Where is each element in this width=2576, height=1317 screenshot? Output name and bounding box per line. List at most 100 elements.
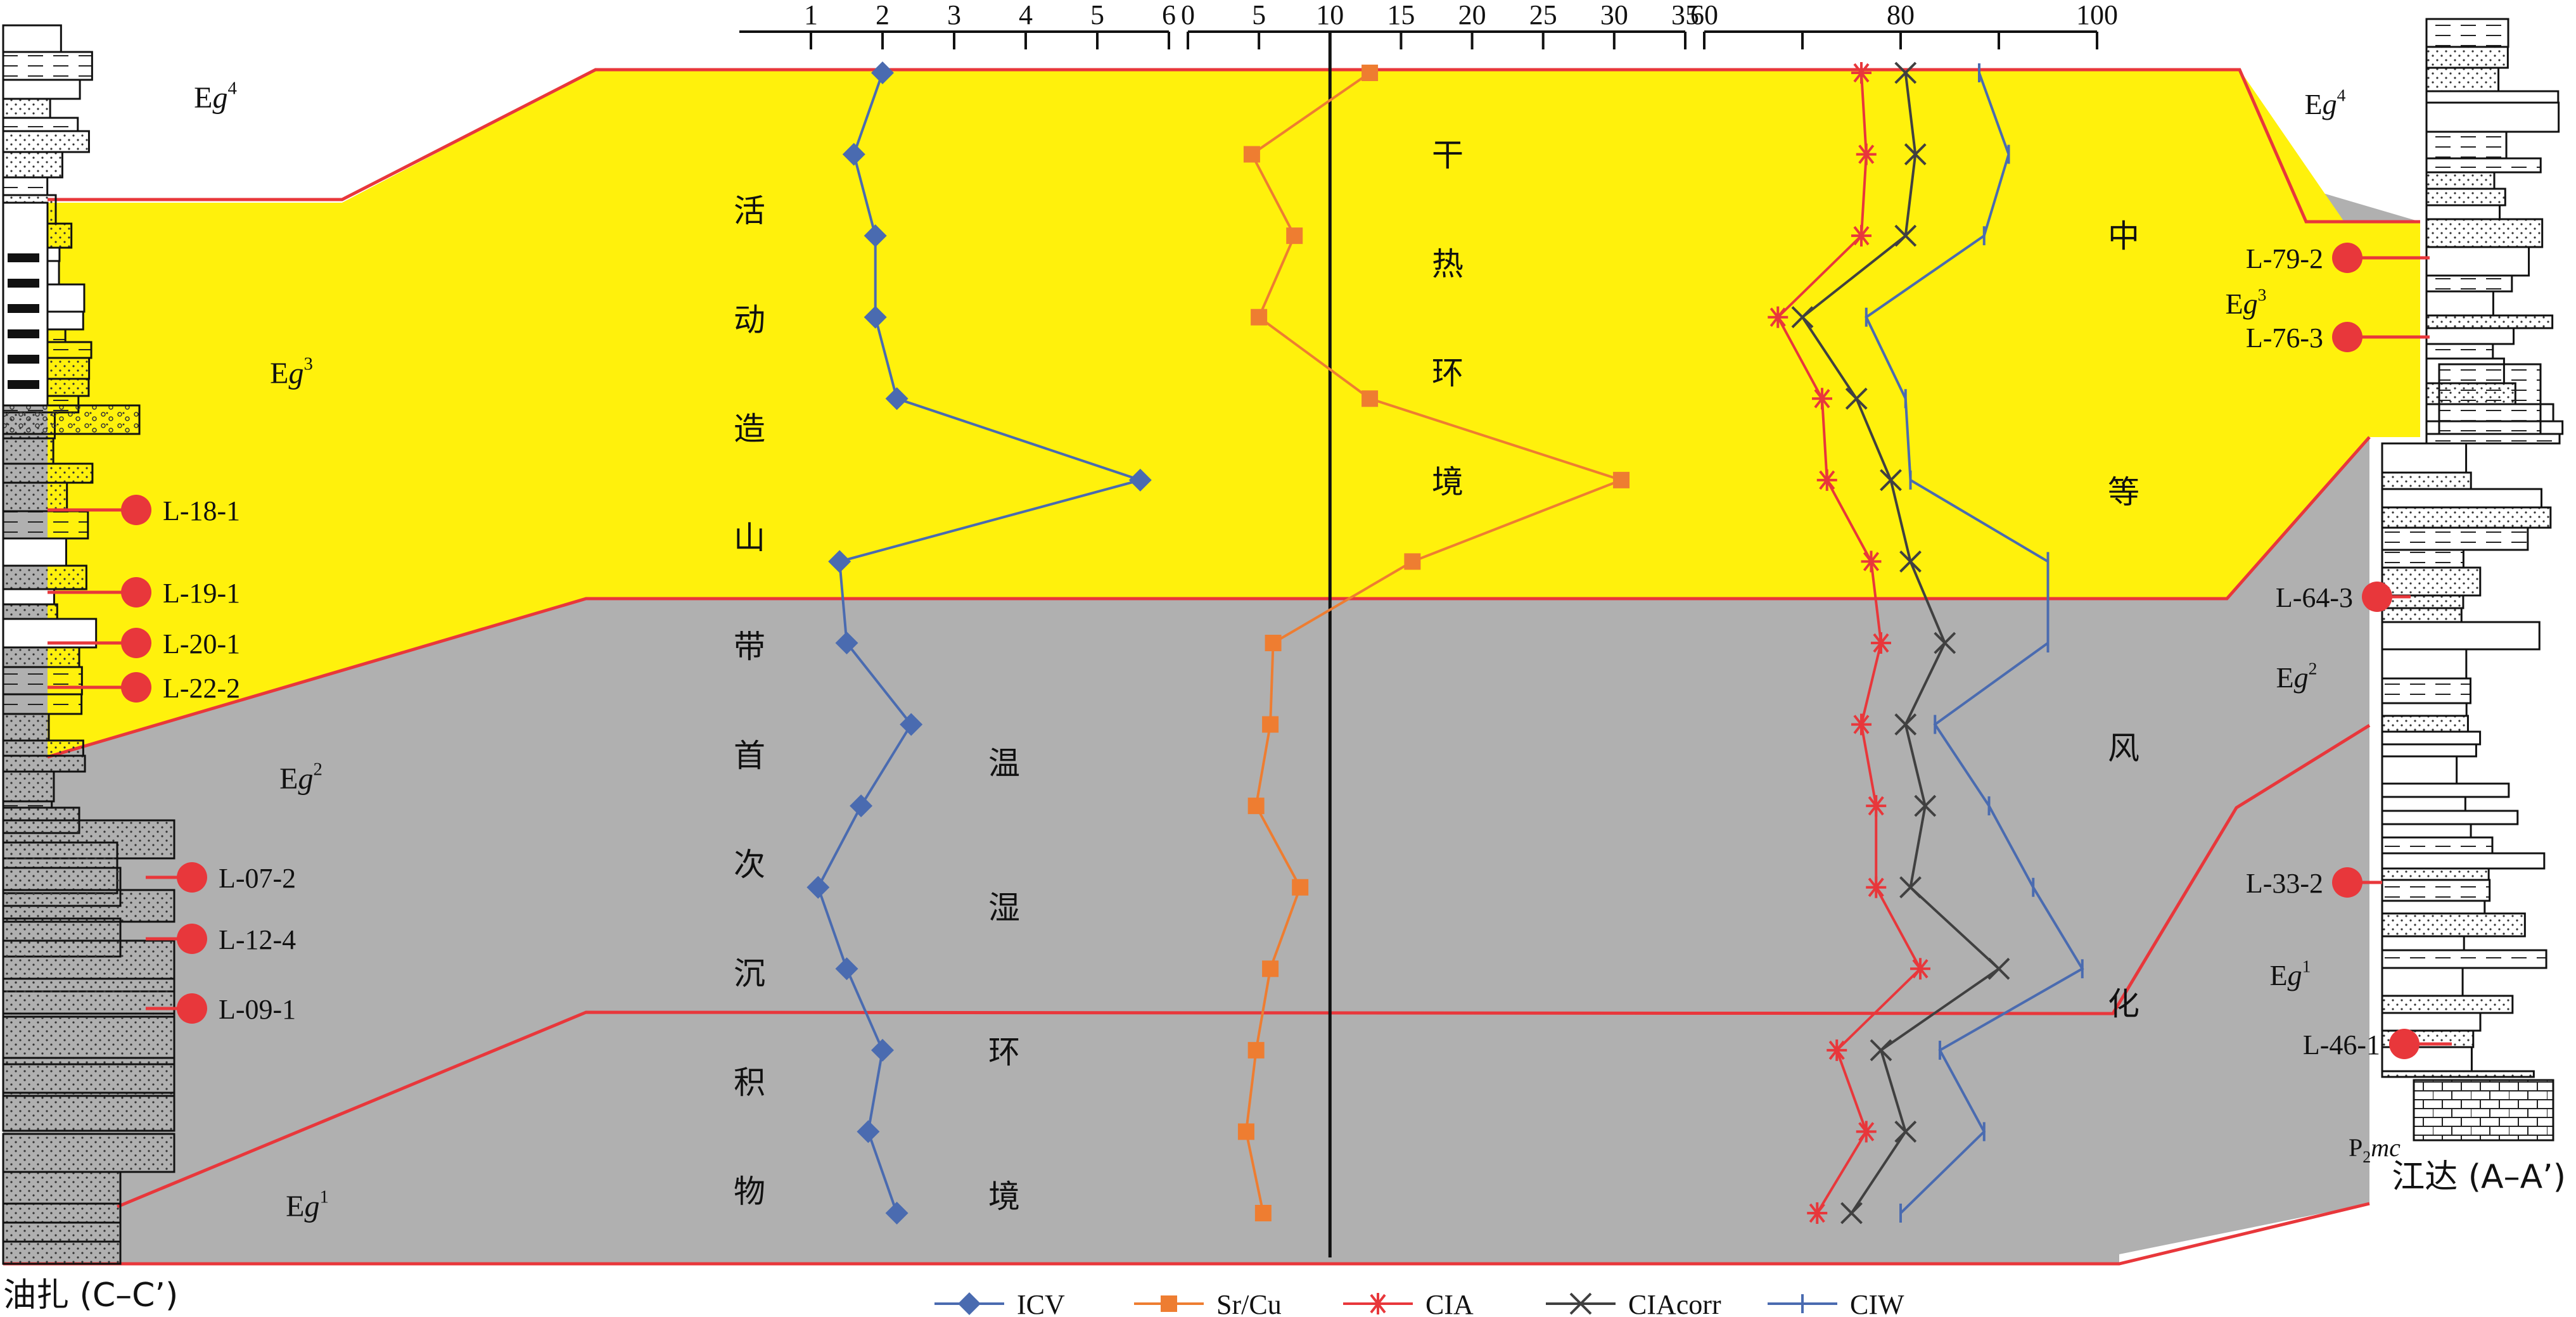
- left-column-lower: [2, 806, 175, 1265]
- lithology-bed: [2, 176, 49, 196]
- lithology-bed: [2381, 1070, 2535, 1078]
- data-point: [1247, 1041, 1265, 1059]
- lithology-bed: [2381, 471, 2472, 490]
- data-point: [1840, 1202, 1863, 1225]
- sample-dot: [2362, 582, 2392, 612]
- marker-stroke: [1894, 713, 1917, 735]
- zone-label-tectonic: 动: [734, 302, 765, 338]
- data-point: [1265, 635, 1282, 651]
- coal-bed: [8, 253, 39, 262]
- lithology-bed: [2, 713, 50, 742]
- lithology-bed: [2381, 967, 2464, 997]
- data-point: [1237, 1123, 1254, 1140]
- marker-stroke: [1880, 469, 1902, 492]
- series-ciacorr: [1791, 61, 2010, 1225]
- data-point: [1286, 227, 1303, 245]
- lithology-bed: [2425, 290, 2494, 317]
- sample-dot: [121, 495, 151, 525]
- tick-label: 5: [1090, 0, 1104, 30]
- tick-label: 10: [1316, 0, 1344, 30]
- sample-dot: [121, 577, 151, 608]
- lithology-bed: [2, 1240, 122, 1265]
- stage-label-right: Eg3: [2226, 284, 2267, 320]
- zone-label-tectonic: 带: [734, 628, 765, 665]
- lithology-bed: [2425, 314, 2554, 329]
- sample-label: L-12-4: [219, 924, 296, 955]
- data-point: [1870, 1039, 1892, 1062]
- lithology-bed: [2381, 743, 2477, 758]
- zone-label-dry-hot: 热: [1432, 246, 1463, 283]
- sample-label: L-07-2: [219, 863, 296, 894]
- lithology-bed: [2, 1091, 175, 1132]
- marker-stroke: [1791, 306, 1814, 329]
- sample-label: L-64-3: [2276, 582, 2353, 613]
- marker-stroke: [1899, 550, 1922, 573]
- tick-label: 0: [1181, 0, 1195, 30]
- mask-bottom-right: [2119, 1204, 2369, 1317]
- sample-marker-left: L-22-2: [48, 672, 240, 704]
- sample-marker-right: L-46-1: [2303, 1029, 2452, 1060]
- axis-weathering: 60 80 100: [1690, 0, 2118, 49]
- coal-bed: [8, 380, 39, 389]
- data-series: [807, 61, 2084, 1225]
- data-point: [885, 1202, 909, 1225]
- tick-label: 30: [1600, 0, 1628, 30]
- marker-stroke: [1894, 224, 1917, 247]
- lithology-bed: [2425, 101, 2560, 133]
- lithology-bed: [2, 603, 58, 620]
- legend-label: CIW: [1850, 1289, 1904, 1317]
- section-title-right: 江达 (A–A’): [2392, 1158, 2566, 1196]
- data-point: [1368, 1293, 1388, 1314]
- sample-label: L-18-1: [163, 495, 240, 526]
- zone-label-dry-hot: 干: [1432, 137, 1463, 174]
- lithology-bed: [2381, 677, 2471, 704]
- lithology-bed: [2, 98, 51, 119]
- sample-label: L-22-2: [163, 673, 240, 704]
- lithology-bed: [2425, 46, 2509, 69]
- data-point: [1861, 550, 1882, 573]
- boundary-eg4-eg3: [48, 68, 2420, 224]
- tick-label: 60: [1690, 0, 1718, 30]
- tick-label: 35: [1671, 0, 1699, 30]
- data-point: [1361, 65, 1379, 81]
- data-point: [1851, 713, 1871, 735]
- data-point: [1128, 468, 1152, 492]
- data-point: [1807, 1202, 1828, 1224]
- coal-bed: [8, 355, 39, 364]
- zone-label-tectonic: 造: [734, 410, 765, 447]
- lithology-bed: [2381, 715, 2469, 733]
- sample-dot: [2332, 322, 2362, 352]
- sample-label: L-33-2: [2246, 868, 2323, 899]
- lithology-bed: [2381, 782, 2510, 798]
- lithology-bed: [2381, 526, 2529, 551]
- marker-stroke: [1840, 1202, 1863, 1225]
- lithology-bed: [2, 437, 54, 465]
- sample-label: L-09-1: [219, 994, 296, 1025]
- lithology-bed: [2, 564, 87, 590]
- tick-label: 3: [947, 0, 961, 30]
- stage-label-right: Eg2: [2276, 658, 2318, 694]
- data-point: [958, 1292, 981, 1315]
- data-point: [1851, 62, 1871, 84]
- lithology-bed: [2, 693, 83, 715]
- lithology-bed: [2, 51, 93, 81]
- legend-item: CIW: [1768, 1289, 1904, 1317]
- marker-stroke: [1894, 1121, 1917, 1143]
- data-point: [1613, 471, 1630, 488]
- data-point: [1866, 876, 1887, 898]
- data-point: [1404, 553, 1421, 570]
- data-point: [1569, 1292, 1592, 1315]
- conglomerate-bed: [2, 404, 141, 435]
- data-point: [828, 550, 851, 573]
- lithology-bed: [2, 754, 86, 773]
- sample-marker-left: L-19-1: [48, 577, 240, 609]
- sample-marker-right: L-64-3: [2276, 582, 2411, 613]
- zone-label-moderate: 化: [2108, 986, 2139, 1022]
- data-point: [885, 387, 909, 410]
- data-point: [1866, 795, 1887, 817]
- stage-label-right: Eg4: [2305, 85, 2346, 120]
- lithology-bed: [2425, 90, 2560, 104]
- data-point: [1791, 306, 1814, 329]
- lithology-bed: [2, 510, 89, 540]
- axis-srcu: 0 5 10 15 20 25 30 35: [1181, 0, 1699, 1257]
